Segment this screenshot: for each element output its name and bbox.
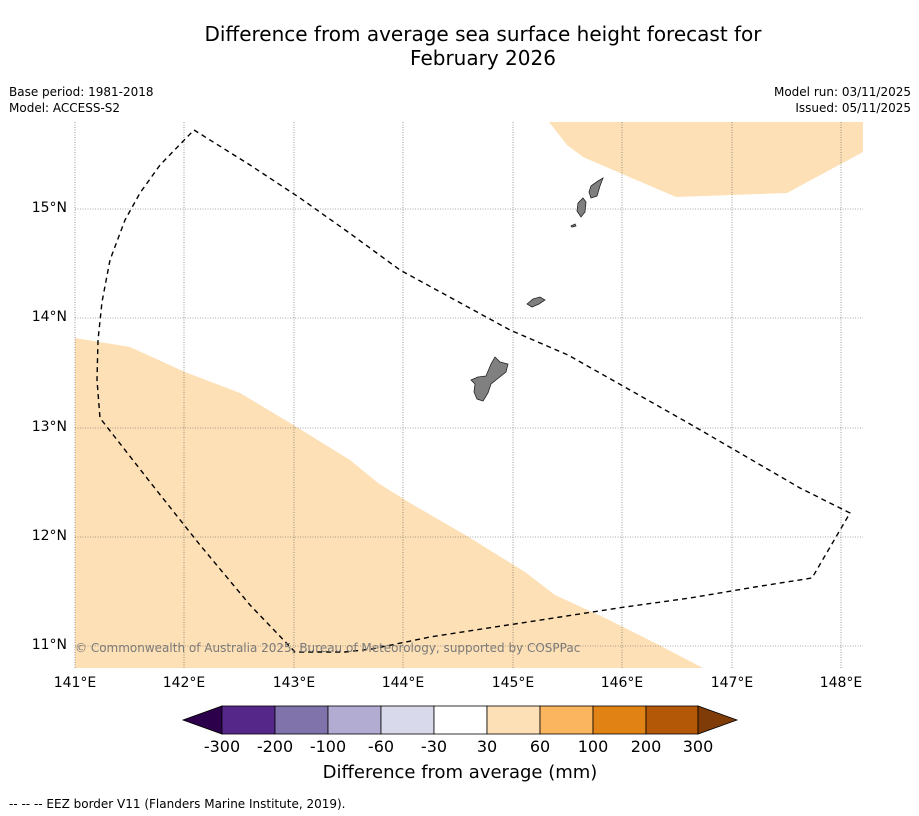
colorbar-segment-1 [221, 705, 276, 735]
base-period: Base period: 1981-2018 [9, 85, 154, 99]
land-masses [470, 177, 604, 402]
colorbar-tick: -200 [256, 737, 294, 756]
colorbar-segment-5 [433, 705, 488, 735]
lat-label-15: 15°N [31, 200, 67, 216]
colorbar-segment-4 [380, 705, 435, 735]
grid-lines [74, 122, 863, 668]
lon-label-146: 146°E [600, 675, 644, 691]
lat-label-14: 14°N [31, 309, 67, 325]
model-run: Model run: 03/11/2025 [773, 85, 911, 99]
island-guam [470, 356, 509, 402]
lon-label-144: 144°E [381, 675, 425, 691]
title-line-2: February 2026 [410, 46, 556, 70]
colorbar-tick: 100 [577, 737, 609, 756]
colorbar-segment-2 [274, 705, 329, 735]
island-rota [526, 296, 546, 308]
colorbar-over-triangle [697, 705, 739, 735]
colorbar-tick: 30 [476, 737, 498, 756]
colorbar-tick: -100 [309, 737, 347, 756]
lon-label-142: 142°E [162, 675, 206, 691]
lon-label-141: 141°E [53, 675, 97, 691]
colorbar-label: Difference from average (mm) [322, 762, 598, 783]
colorbar-segment-9 [645, 705, 699, 735]
eez-border [96, 129, 851, 653]
lat-label-12: 12°N [31, 528, 67, 544]
lat-label-11: 11°N [31, 637, 67, 653]
model-name: Model: ACCESS-S2 [9, 101, 121, 115]
colorbar-under-triangle [181, 705, 223, 735]
colorbar-segment-6 [486, 705, 541, 735]
meta-right: Model run: 03/11/2025 Issued: 05/11/2025 [774, 84, 911, 116]
colorbar [181, 705, 739, 735]
eez-legend-footnote: -- -- -- EEZ border V11 (Flanders Marine… [9, 797, 346, 811]
colorbar-tick: -60 [367, 737, 395, 756]
colorbar-tick: 200 [630, 737, 662, 756]
issued-date: Issued: 05/11/2025 [795, 101, 911, 115]
colorbar-tick: 300 [682, 737, 714, 756]
colorbar-tick: -300 [203, 737, 241, 756]
anomaly-region-southwest [75, 338, 703, 668]
copyright-notice: © Commonwealth of Australia 2025, Bureau… [75, 641, 581, 655]
lon-label-143: 143°E [272, 675, 316, 691]
island-saipan [588, 177, 604, 199]
title-line-1: Difference from average sea surface heig… [204, 22, 762, 46]
lat-label-13: 13°N [31, 419, 67, 435]
lon-label-147: 147°E [710, 675, 754, 691]
colorbar-segment-8 [592, 705, 647, 735]
island-aguijan [570, 223, 577, 228]
colorbar-tick: 60 [529, 737, 551, 756]
lon-label-145: 145°E [491, 675, 535, 691]
lon-label-148: 148°E [819, 675, 863, 691]
meta-left: Base period: 1981-2018 Model: ACCESS-S2 [9, 84, 154, 116]
colorbar-segment-3 [327, 705, 382, 735]
island-tinian [576, 197, 587, 218]
anomaly-region-northeast [549, 122, 863, 197]
chart-title: Difference from average sea surface heig… [0, 22, 919, 70]
colorbar-segment-7 [539, 705, 594, 735]
colorbar-tick: -30 [420, 737, 448, 756]
